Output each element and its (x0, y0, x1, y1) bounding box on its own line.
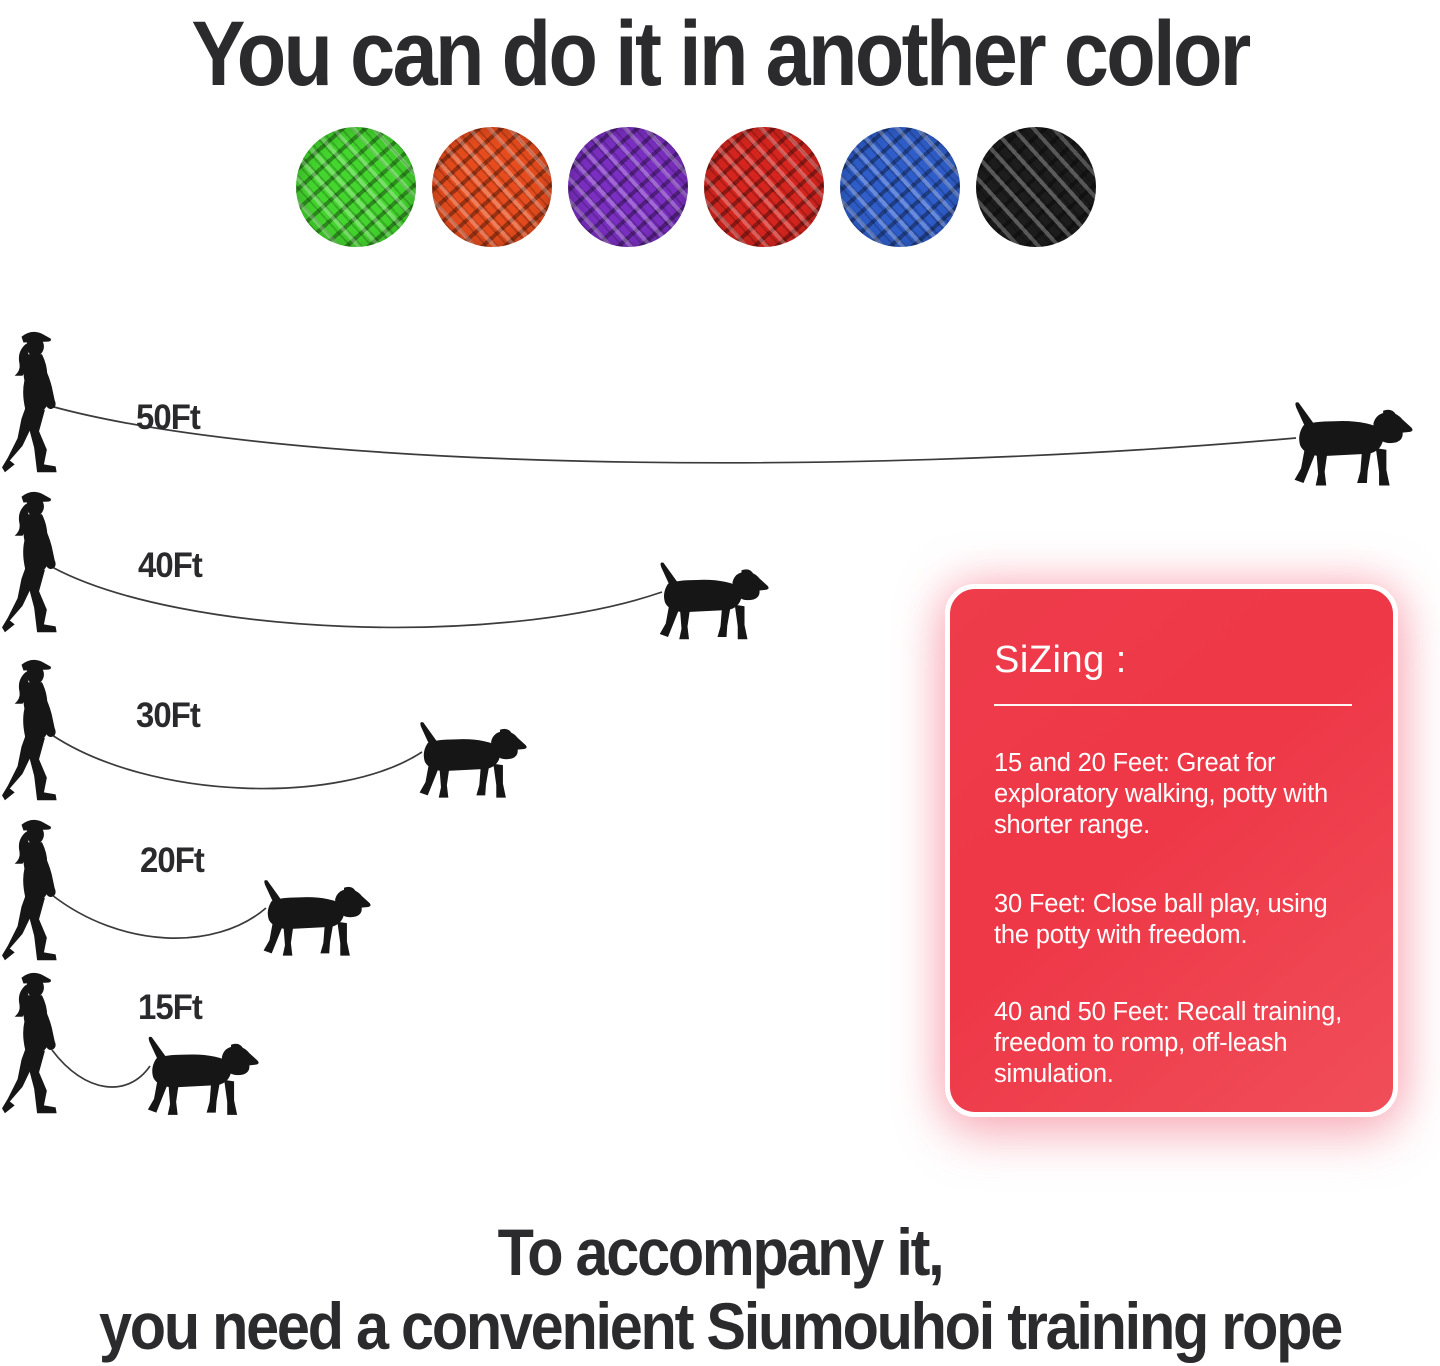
color-swatch-blue (840, 127, 960, 247)
sizing-item-40-50ft: 40 and 50 Feet: Recall training, freedom… (994, 998, 1342, 1088)
person-walking-icon (2, 655, 80, 807)
leash-line-50ft (53, 406, 1297, 464)
leash-line-30ft (51, 734, 423, 790)
dog-icon (138, 1030, 260, 1122)
dog-icon (650, 557, 770, 645)
footer-line-1: To accompany it, (497, 1215, 945, 1289)
length-label-30ft: 30Ft (136, 696, 201, 735)
person-walking-icon (2, 815, 80, 967)
sizing-item-15-20ft: 15 and 20 Feet: Great for exploratory wa… (994, 749, 1328, 839)
dog-icon (254, 874, 372, 962)
length-label-20ft: 20Ft (140, 841, 205, 880)
person-walking-icon (2, 487, 80, 639)
dog-icon (1284, 396, 1414, 492)
person-walking-icon (2, 968, 80, 1120)
color-swatch-orange (432, 127, 552, 247)
color-swatch-purple (568, 127, 688, 247)
leash-line-15ft (51, 1049, 151, 1088)
sizing-card-divider (994, 704, 1352, 706)
length-label-40ft: 40Ft (138, 546, 203, 585)
footer-line-2: you need a convenient Siumouhoi training… (99, 1289, 1343, 1363)
color-swatch-row (0, 127, 1416, 247)
dog-icon (410, 716, 528, 804)
sizing-card-heading: SiZing : (994, 639, 1127, 681)
color-swatch-green (296, 127, 416, 247)
sizing-item-30ft: 30 Feet: Close ball play, using the pott… (994, 890, 1328, 949)
leash-line-20ft (51, 894, 267, 939)
leash-line-40ft (51, 566, 663, 629)
sizing-card: SiZing : 15 and 20 Feet: Great for explo… (945, 584, 1398, 1117)
length-label-50ft: 50Ft (136, 398, 201, 437)
page-title: You can do it in another color (191, 3, 1251, 105)
person-walking-icon (2, 327, 80, 479)
length-label-15ft: 15Ft (138, 988, 203, 1027)
color-swatch-black (976, 127, 1096, 247)
color-swatch-red (704, 127, 824, 247)
